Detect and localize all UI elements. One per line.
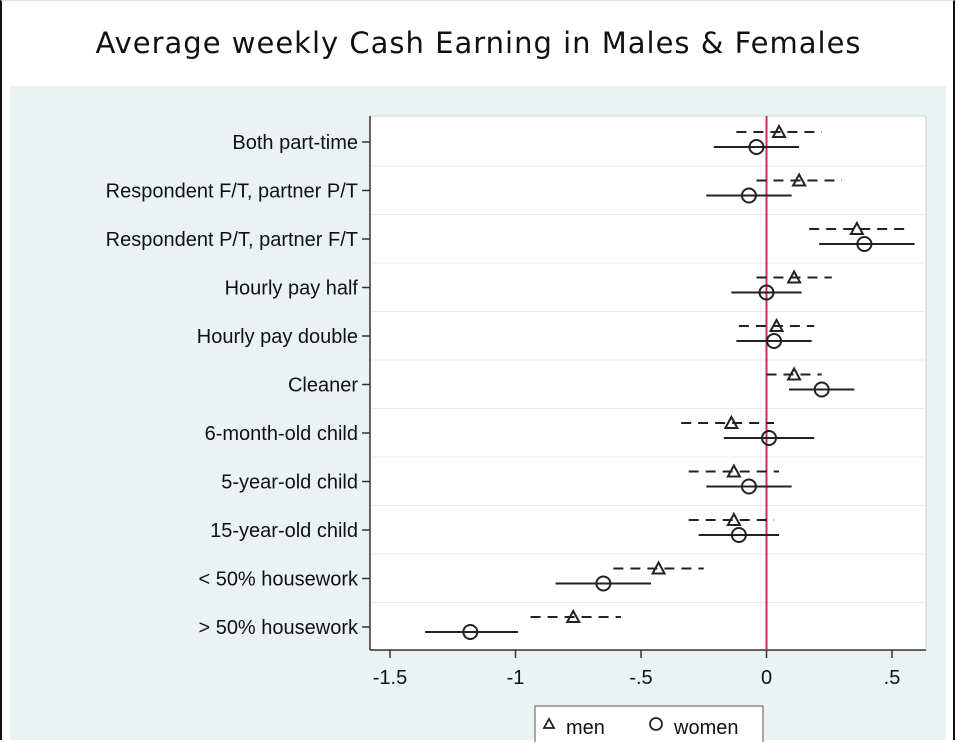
women-point: [813, 381, 830, 398]
legend-box: [534, 705, 764, 742]
x-tick-label: -1: [507, 667, 525, 689]
women-point: [595, 575, 612, 592]
men-point: [565, 608, 581, 623]
men-point: [849, 220, 865, 235]
men-point: [771, 123, 787, 138]
grid-layer: [370, 165, 926, 652]
y-tick-label: Hourly pay double: [197, 326, 358, 348]
men-point: [726, 511, 742, 526]
legend-men-label: men: [566, 717, 605, 739]
men-point: [786, 269, 802, 284]
x-tick-label: 0: [761, 667, 772, 689]
x-tick-label: .5: [884, 667, 901, 689]
women-point: [740, 478, 757, 495]
y-tick-label: 6-month-old child: [205, 423, 358, 445]
y-tick-label: Respondent F/T, partner P/T: [106, 181, 358, 203]
women-point: [748, 139, 765, 155]
women-point: [758, 284, 775, 301]
y-tick-label: Hourly pay half: [225, 278, 359, 300]
women-point: [856, 236, 873, 252]
legend-men-marker: [542, 717, 556, 729]
men-point: [650, 560, 667, 575]
women-point: [766, 333, 783, 349]
axis-layer: Both part-time Respondent F/T, partner P/…: [106, 116, 926, 689]
y-tick-label: Respondent P/T, partner F/T: [106, 229, 358, 251]
y-tick-label: Cleaner: [288, 375, 358, 397]
y-tick-label: < 50% housework: [198, 569, 359, 591]
men-point: [768, 317, 785, 332]
y-tick-label: > 50% housework: [198, 617, 359, 639]
women-point: [740, 187, 757, 204]
women-point: [462, 624, 479, 640]
legend-women-label: women: [673, 717, 738, 739]
x-tick-label: -.5: [629, 667, 652, 689]
women-point: [761, 430, 778, 446]
chart-title: Average weekly Cash Earning in Males & F…: [95, 26, 862, 60]
y-tick-label: Both part-time: [232, 132, 358, 154]
legend: men women: [534, 705, 764, 742]
y-tick-label: 5-year-old child: [221, 472, 358, 494]
men-point: [786, 366, 802, 381]
legend-women-marker: [649, 717, 663, 731]
women-point: [730, 527, 747, 543]
plot-area: [369, 115, 927, 651]
x-tick-label: -1.5: [373, 667, 407, 689]
men-point: [726, 463, 742, 478]
y-tick-label: 15-year-old child: [210, 520, 358, 542]
data-layer: [425, 116, 915, 650]
men-point: [791, 172, 807, 187]
men-point: [723, 414, 740, 429]
